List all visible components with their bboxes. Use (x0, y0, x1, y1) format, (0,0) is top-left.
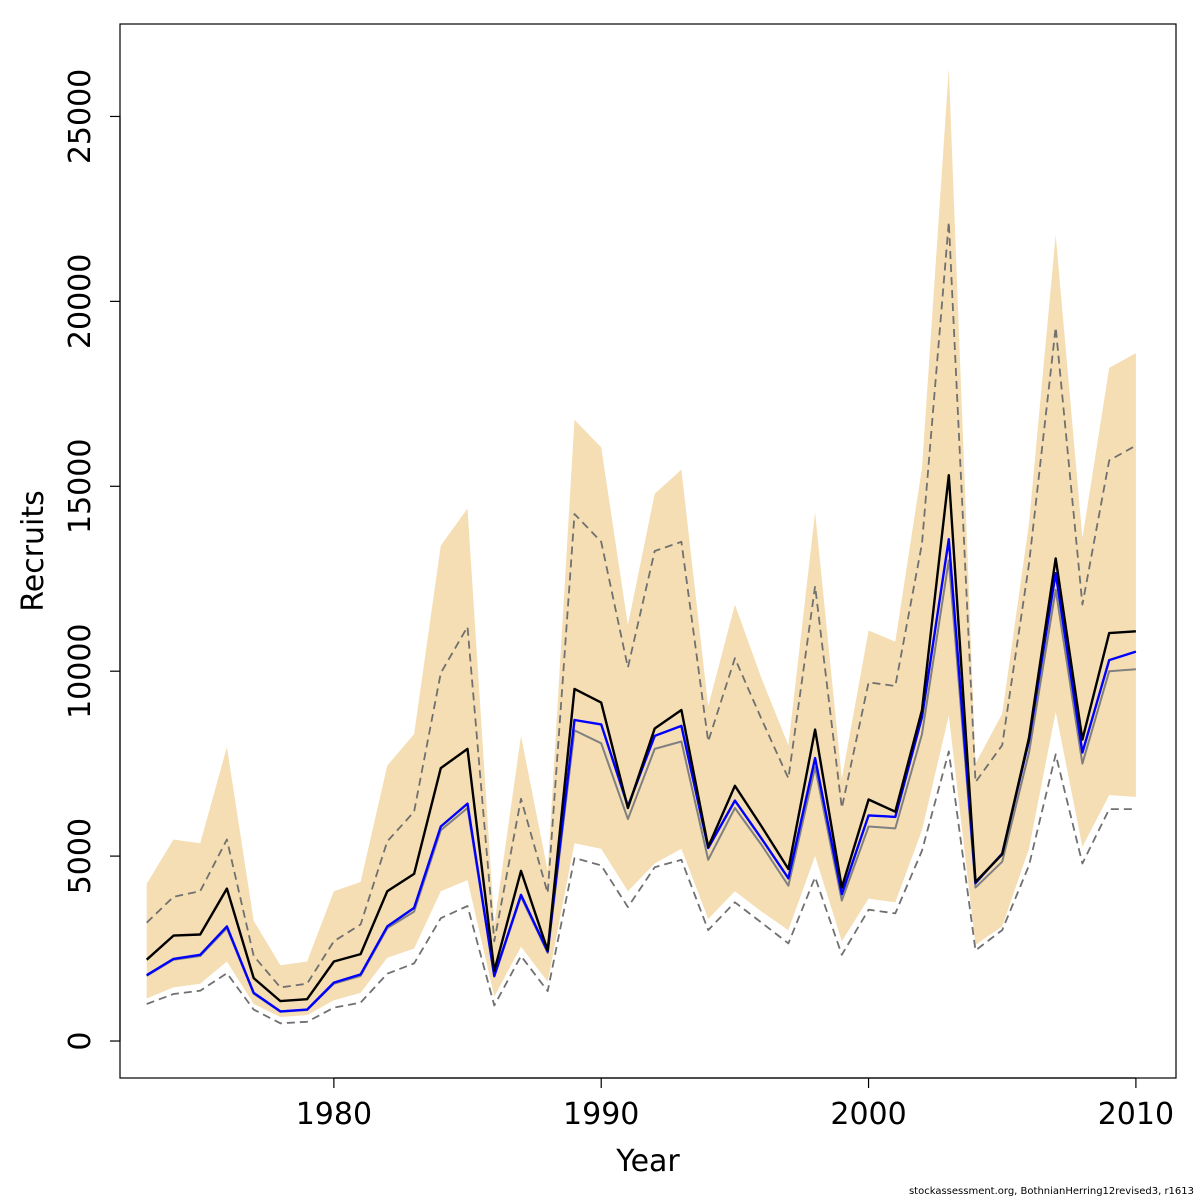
y-tick-label: 25000 (63, 69, 98, 164)
series-line-5 (146, 750, 1136, 1025)
confidence-band (146, 68, 1136, 1017)
y-axis-title: Recruits (16, 490, 51, 612)
confidence-band-layer (146, 68, 1136, 1017)
series-layer (145, 220, 1137, 1025)
y-tick-label: 5000 (63, 818, 98, 894)
y-tick-label: 15000 (63, 439, 98, 534)
x-tick-label: 1980 (296, 1097, 372, 1132)
x-axis: 1980 1990 2000 2010 (296, 1077, 1174, 1132)
x-tick-label: 1990 (563, 1097, 639, 1132)
credit-text: stockassessment.org, BothnianHerring12re… (908, 1186, 1194, 1197)
y-tick-label: 20000 (63, 254, 98, 349)
x-tick-label: 2010 (1098, 1097, 1174, 1132)
series-line-1 (145, 474, 1136, 1003)
y-axis: 0 5000 10000 15000 20000 25000 (63, 69, 121, 1051)
x-tick-label: 2000 (830, 1097, 906, 1132)
series-line-4 (146, 220, 1137, 989)
x-axis-title: Year (615, 1144, 680, 1179)
y-tick-label: 0 (63, 1031, 98, 1050)
y-tick-label: 10000 (63, 623, 98, 718)
